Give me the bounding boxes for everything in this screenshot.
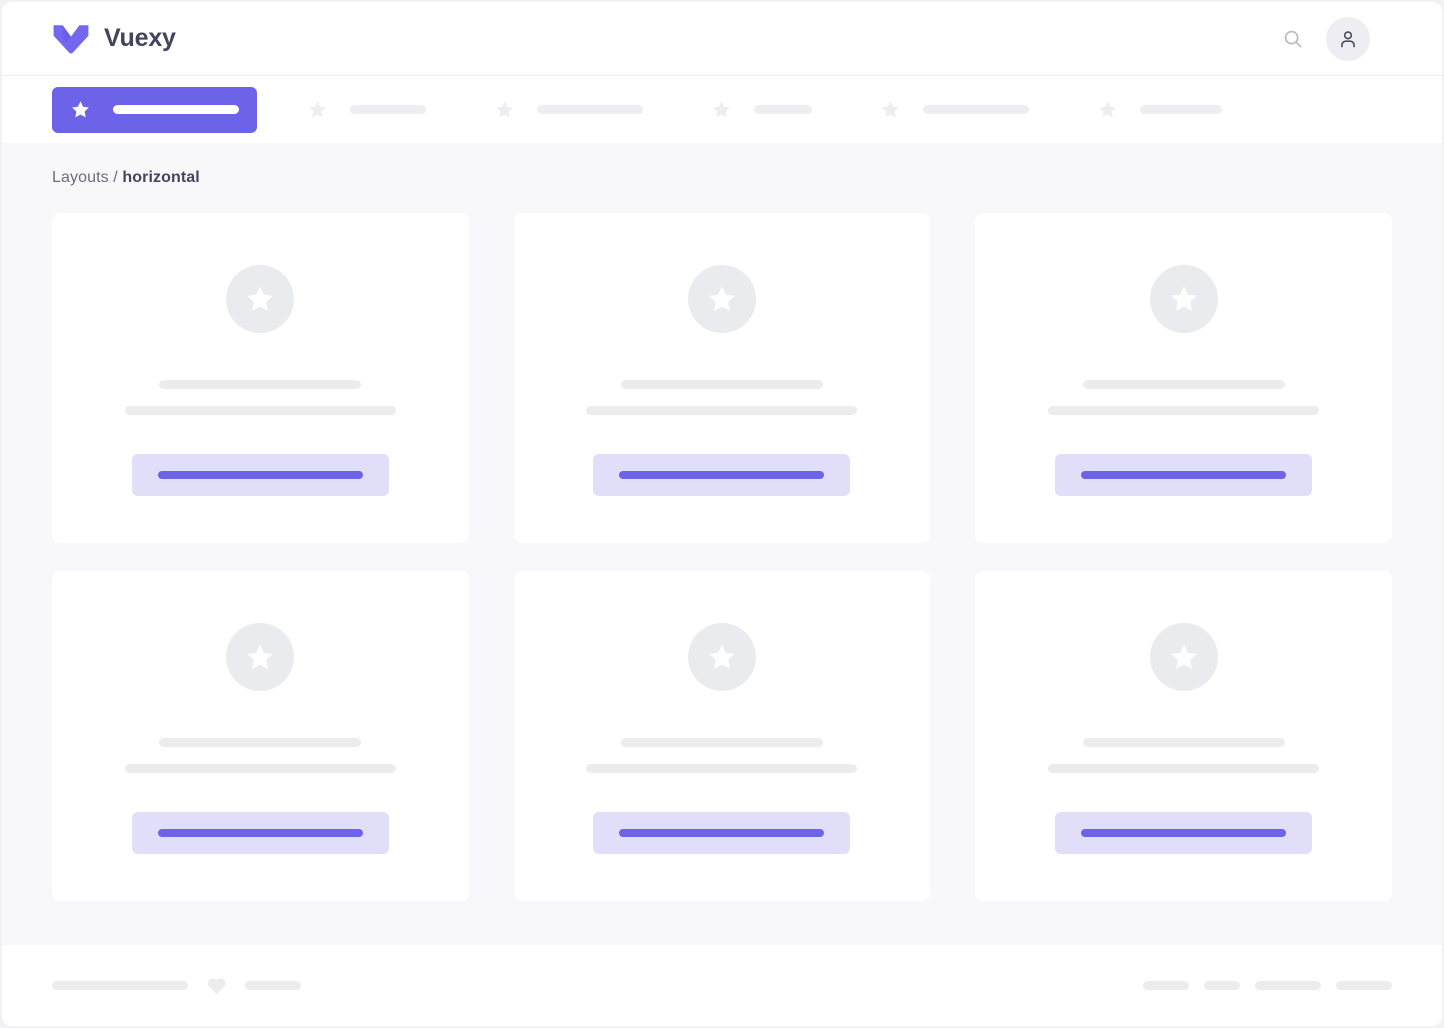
card-title-placeholder	[620, 380, 823, 389]
skeleton-card	[975, 213, 1392, 543]
footer-left-group	[52, 976, 301, 995]
card-subtitle-placeholder	[586, 406, 858, 415]
card-title-placeholder	[159, 380, 362, 389]
content-area: Layouts / horizontal	[2, 143, 1442, 945]
app-header: Vuexy	[2, 2, 1442, 76]
nav-item-0[interactable]	[52, 86, 257, 133]
card-action-button[interactable]	[131, 812, 389, 854]
card-title-placeholder	[1082, 380, 1285, 389]
nav-item-label-placeholder	[113, 105, 239, 114]
card-action-button[interactable]	[1055, 454, 1313, 496]
footer-link-placeholder[interactable]	[1204, 981, 1240, 990]
card-action-button[interactable]	[593, 454, 851, 496]
card-action-button[interactable]	[1055, 812, 1313, 854]
footer-author-placeholder	[245, 981, 301, 990]
star-icon	[72, 101, 89, 118]
nav-item-3[interactable]	[693, 87, 830, 133]
star-icon	[1099, 101, 1116, 118]
card-button-label-placeholder	[157, 829, 363, 837]
skeleton-card	[52, 571, 469, 901]
breadcrumb-current: horizontal	[122, 169, 200, 186]
card-subtitle-placeholder	[1048, 406, 1320, 415]
brand[interactable]: Vuexy	[52, 23, 176, 55]
card-action-button[interactable]	[593, 812, 851, 854]
search-icon[interactable]	[1282, 28, 1304, 50]
card-avatar	[226, 623, 295, 691]
nav-item-label-placeholder	[754, 105, 812, 114]
heart-icon	[207, 978, 226, 995]
card-subtitle-placeholder	[124, 764, 396, 773]
footer-link-placeholder[interactable]	[1336, 981, 1392, 990]
skeleton-card	[52, 213, 469, 543]
footer-copyright-placeholder	[52, 981, 188, 990]
card-avatar	[1149, 623, 1218, 691]
breadcrumb-parent[interactable]: Layouts	[52, 169, 109, 186]
star-icon	[713, 101, 730, 118]
avatar[interactable]	[1326, 16, 1370, 61]
header-actions	[1282, 16, 1370, 61]
card-button-label-placeholder	[619, 829, 825, 837]
card-button-label-placeholder	[157, 471, 363, 479]
footer-right-group	[1143, 981, 1392, 990]
card-grid	[52, 213, 1392, 901]
nav-item-label-placeholder	[923, 105, 1029, 114]
vuexy-chevron-logo-icon	[53, 24, 89, 53]
star-icon	[1170, 644, 1197, 669]
card-button-label-placeholder	[1081, 829, 1287, 837]
star-icon	[709, 286, 735, 311]
card-title-placeholder	[159, 738, 362, 747]
card-subtitle-placeholder	[124, 406, 396, 415]
footer-link-placeholder[interactable]	[1255, 981, 1321, 990]
user-avatar-icon	[1341, 30, 1355, 47]
card-action-button[interactable]	[131, 454, 389, 496]
card-subtitle-placeholder	[1048, 764, 1320, 773]
card-avatar	[226, 265, 295, 333]
nav-item-label-placeholder	[537, 105, 643, 114]
card-button-label-placeholder	[619, 471, 825, 479]
star-icon	[309, 101, 326, 118]
star-icon	[1170, 286, 1197, 311]
card-subtitle-placeholder	[586, 764, 858, 773]
horizontal-navbar	[2, 76, 1442, 143]
star-icon	[247, 644, 274, 669]
footer-link-placeholder[interactable]	[1143, 981, 1189, 990]
star-icon	[247, 286, 274, 311]
card-title-placeholder	[1082, 738, 1285, 747]
nav-item-2[interactable]	[476, 87, 661, 133]
nav-item-label-placeholder	[1140, 105, 1222, 114]
card-avatar	[687, 265, 756, 333]
star-icon	[496, 101, 513, 118]
card-avatar	[1149, 265, 1218, 333]
breadcrumb-separator: /	[113, 169, 118, 186]
skeleton-card	[513, 571, 931, 901]
nav-item-label-placeholder	[350, 105, 426, 114]
star-icon	[882, 101, 899, 118]
skeleton-card	[975, 571, 1392, 901]
breadcrumb: Layouts / horizontal	[52, 169, 1392, 187]
skeleton-card	[513, 213, 931, 543]
card-avatar	[687, 623, 756, 691]
nav-item-4[interactable]	[862, 87, 1047, 133]
card-title-placeholder	[620, 738, 823, 747]
nav-item-5[interactable]	[1079, 87, 1240, 133]
app-footer	[2, 945, 1442, 1026]
star-icon	[709, 644, 735, 669]
nav-item-1[interactable]	[289, 87, 444, 133]
card-button-label-placeholder	[1081, 471, 1287, 479]
brand-name: Vuexy	[104, 24, 176, 52]
